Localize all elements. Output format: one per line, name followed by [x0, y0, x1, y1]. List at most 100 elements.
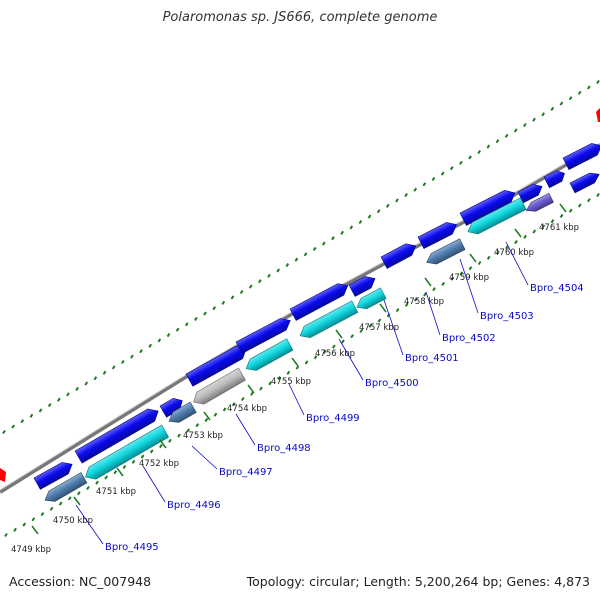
forward-gene-arrow	[562, 143, 600, 170]
tick-dot	[441, 281, 446, 286]
tick-dot	[231, 402, 236, 407]
tick-dot	[139, 349, 143, 354]
gene-leader-line	[235, 413, 256, 446]
tick-dot	[204, 417, 209, 422]
tick-dot	[122, 464, 127, 470]
tick-dot	[423, 292, 427, 297]
tick-dot	[440, 171, 445, 176]
scale-ticks	[31, 203, 567, 535]
tick-dot	[349, 225, 354, 230]
reverse-gene-arrow	[299, 300, 359, 339]
tick-dot	[294, 257, 299, 262]
tick-dot	[332, 344, 336, 349]
tick-dot	[505, 245, 509, 250]
tick-dot	[212, 306, 217, 311]
tick-dot	[468, 266, 473, 271]
reverse-gene-arrow	[193, 367, 246, 405]
tick-dot	[513, 128, 518, 133]
reverse-gene-arrow	[85, 424, 170, 480]
tick-dot	[276, 268, 280, 273]
gene-leader-line	[75, 504, 104, 545]
tick-dot	[395, 308, 400, 313]
forward-gene-arrow	[74, 408, 159, 464]
forward-gene-arrow	[348, 276, 376, 297]
tick-dot	[449, 166, 454, 171]
tick-dot	[75, 386, 79, 391]
tick-dot	[541, 224, 546, 229]
reverse-gene-arrow	[467, 197, 527, 235]
tick-dot	[67, 496, 72, 501]
gene-label: Bpro_4501	[405, 353, 459, 364]
tick-dot	[486, 144, 491, 149]
map-title: Polaromonas sp. JS666, complete genome	[162, 10, 438, 25]
tick-dot	[158, 444, 163, 449]
forward-gene-arrow	[235, 318, 291, 354]
tick-dot	[404, 302, 409, 307]
tick-dot	[377, 318, 382, 323]
forward-gene-arrow	[417, 222, 458, 249]
gene-label: Bpro_4499	[306, 413, 360, 424]
tick-dot	[111, 365, 116, 370]
scale-tick	[379, 303, 387, 313]
tick-dot	[2, 429, 6, 435]
scale-label: 4749 kbp	[11, 545, 51, 555]
tick-dot	[31, 517, 36, 522]
gene-label: Bpro_4502	[442, 333, 496, 344]
gene-leader-line	[505, 241, 529, 286]
tick-dot	[550, 106, 555, 111]
tick-dot	[130, 354, 134, 359]
tick-dot	[168, 438, 172, 443]
tick-dot	[203, 311, 207, 316]
gene-leader-line	[191, 445, 218, 470]
tick-dot	[404, 193, 408, 198]
gene-label: Bpro_4495	[105, 542, 159, 553]
tick-dot	[422, 182, 427, 187]
gene-leader-line	[338, 338, 364, 381]
scale-label: 4759 kbp	[449, 273, 489, 283]
tick-dot	[148, 343, 153, 348]
tick-dot	[213, 412, 218, 417]
tick-dot	[559, 101, 564, 106]
tick-dot	[131, 459, 136, 464]
tick-dot	[340, 230, 344, 235]
forward-gene-arrow	[569, 172, 600, 194]
tick-dot	[13, 527, 17, 532]
tick-dot	[166, 333, 171, 338]
gene-leader-line	[425, 291, 441, 336]
tick-dot	[541, 112, 546, 117]
tick-dot	[149, 449, 154, 454]
tick-dot	[29, 413, 34, 418]
gene-labels: Bpro_4495 Bpro_4496 Bpro_4497 Bpro_4498 Bpro…	[75, 241, 584, 553]
tick-dot	[4, 532, 8, 538]
tick-dot	[322, 241, 326, 246]
scale-label: 4760 kbp	[494, 248, 534, 258]
tick-dot	[486, 255, 491, 260]
reverse-gene-arrow	[245, 338, 294, 371]
tick-dot	[248, 284, 253, 289]
tick-dot	[140, 454, 145, 459]
forward-gene-arrow	[289, 283, 349, 321]
scale-label: 4752 kbp	[139, 459, 179, 469]
feature-track	[0, 108, 600, 502]
tick-dot	[259, 386, 263, 391]
tick-dot	[504, 133, 509, 138]
tick-dot	[532, 229, 537, 234]
tick-dot	[250, 391, 254, 396]
tick-dot	[331, 236, 335, 241]
tick-dot	[195, 423, 200, 428]
tick-dot	[596, 79, 600, 85]
scale-label: 4751 kbp	[96, 487, 136, 497]
accession-label: Accession: NC_007948	[9, 574, 152, 589]
tick-dot	[568, 208, 573, 213]
topology-label: Topology: circular; Length: 5,200,264 bp…	[246, 574, 590, 589]
scale-label: 4755 kbp	[271, 377, 311, 387]
scale-tick	[247, 384, 255, 394]
tick-dot	[358, 219, 363, 225]
tick-dot	[268, 381, 272, 386]
tick-dot	[56, 397, 61, 402]
tick-dot	[312, 246, 317, 251]
reverse-gene-arrow	[525, 192, 554, 212]
tick-dot	[468, 155, 472, 160]
gene-label: Bpro_4500	[365, 378, 419, 389]
